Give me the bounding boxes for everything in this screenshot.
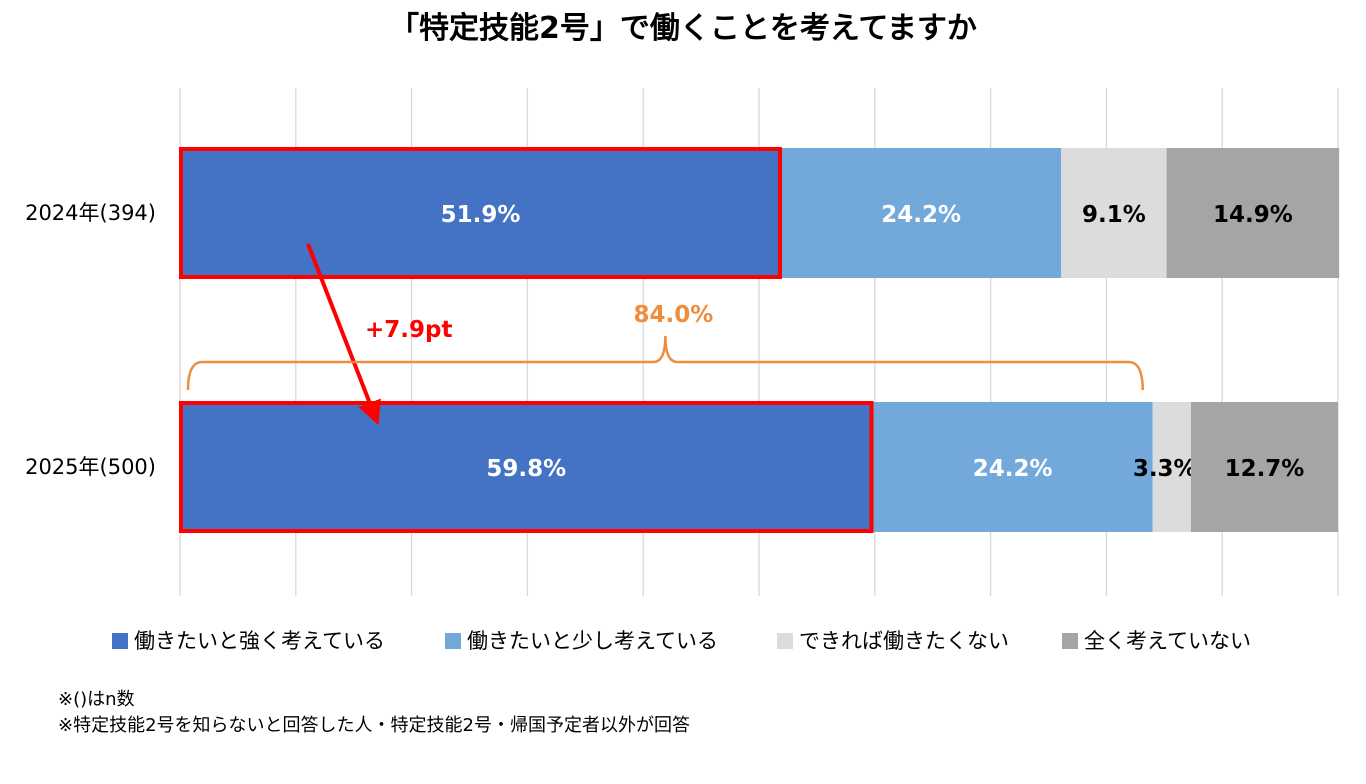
notes: ※()はn数 ※特定技能2号を知らないと回答した人・特定技能2号・帰国予定者以外が… [58, 689, 690, 736]
bar-segment [180, 148, 782, 278]
category-label: 2025年(500) [25, 455, 156, 479]
legend: 働きたいと強く考えている 働きたいと少し考えている できれば働きたくない 全く考えてい… [112, 629, 1251, 653]
data-label: 24.2% [973, 456, 1053, 482]
data-label: 59.8% [486, 456, 566, 482]
legend-swatch [445, 633, 461, 649]
bar-segment [1166, 148, 1340, 278]
legend-label: 全く考えていない [1084, 629, 1251, 653]
total-bracket [186, 335, 1144, 391]
data-label: 14.9% [1213, 202, 1293, 228]
data-label: 9.1% [1082, 202, 1146, 228]
bar-segment [180, 402, 873, 532]
legend-label: できれば働きたくない [799, 629, 1009, 653]
data-label: 12.7% [1225, 456, 1305, 482]
data-label: 51.9% [441, 202, 521, 228]
footnote: ※特定技能2号を知らないと回答した人・特定技能2号・帰国予定者以外が回答 [58, 715, 690, 736]
total-label: 84.0% [633, 302, 713, 328]
legend-swatch [112, 633, 128, 649]
change-arrow [306, 243, 381, 426]
data-label: 3.3% [1133, 456, 1197, 482]
legend-swatch [777, 633, 793, 649]
data-label: 24.2% [881, 202, 961, 228]
bar-segment [1152, 402, 1191, 532]
bar-segment [872, 402, 1153, 532]
bars: 51.9% 24.2% 9.1% 14.9% 59.8% 24.2% 3.3% 12.7% [180, 148, 1340, 532]
bar-segment [1190, 402, 1338, 532]
category-label: 2024年(394) [25, 201, 156, 225]
legend-label: 働きたいと強く考えている [134, 629, 385, 653]
bar-segment [1061, 148, 1167, 278]
chart-title: 「特定技能2号」で働くことを考えてますか [389, 11, 977, 46]
legend-label: 働きたいと少し考えている [467, 629, 718, 653]
annotations: +7.9pt 84.0% [179, 147, 1144, 533]
change-label: +7.9pt [365, 317, 452, 343]
footnote: ※()はn数 [58, 689, 135, 710]
legend-swatch [1062, 633, 1078, 649]
bar-segment [781, 148, 1062, 278]
highlight-box [179, 401, 874, 533]
highlight-box [179, 147, 783, 279]
category-labels: 2024年(394) 2025年(500) [25, 201, 156, 479]
